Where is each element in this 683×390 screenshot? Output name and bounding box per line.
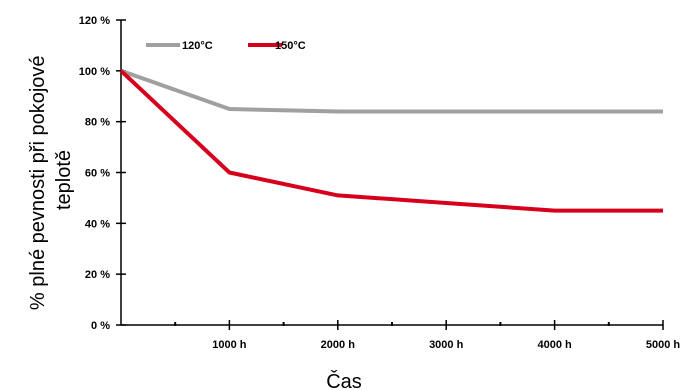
x-tick-label: 2000 h [321, 339, 356, 351]
y-tick-label: 100 % [79, 66, 110, 78]
axes: 0 % 20 % 40 % 60 % 80 % 100 % 120 % 1000 h 2000 … [79, 15, 681, 351]
y-axis-title: % plné pevnosti při pokojové teplotě [27, 50, 75, 310]
series-lines [119, 68, 663, 213]
y-axis-title-line-2: teplotě [53, 150, 75, 210]
x-tick-label: 1000 h [212, 339, 247, 351]
y-tick-label: 40 % [85, 218, 110, 230]
x-axis-title: Čas [326, 370, 362, 390]
series-line-2 [119, 69, 663, 213]
series-line-1 [120, 68, 663, 114]
legend-label: 120°C [182, 40, 213, 52]
legend-label: 150°C [275, 40, 306, 52]
x-tick-label: 4000 h [537, 339, 572, 351]
y-axis-title-line-1: % plné pevnosti při pokojové [27, 55, 49, 310]
y-tick-label: 120 % [79, 15, 110, 27]
y-tick-label: 0 % [91, 320, 110, 332]
y-tick-label: 80 % [85, 117, 110, 129]
x-tick-label: 3000 h [429, 339, 464, 351]
y-tick-label: 20 % [85, 269, 110, 281]
y-tick-label: 60 % [85, 168, 110, 180]
x-tick-label: 5000 h [646, 339, 681, 351]
legend: 120°C 150°C [146, 40, 306, 52]
